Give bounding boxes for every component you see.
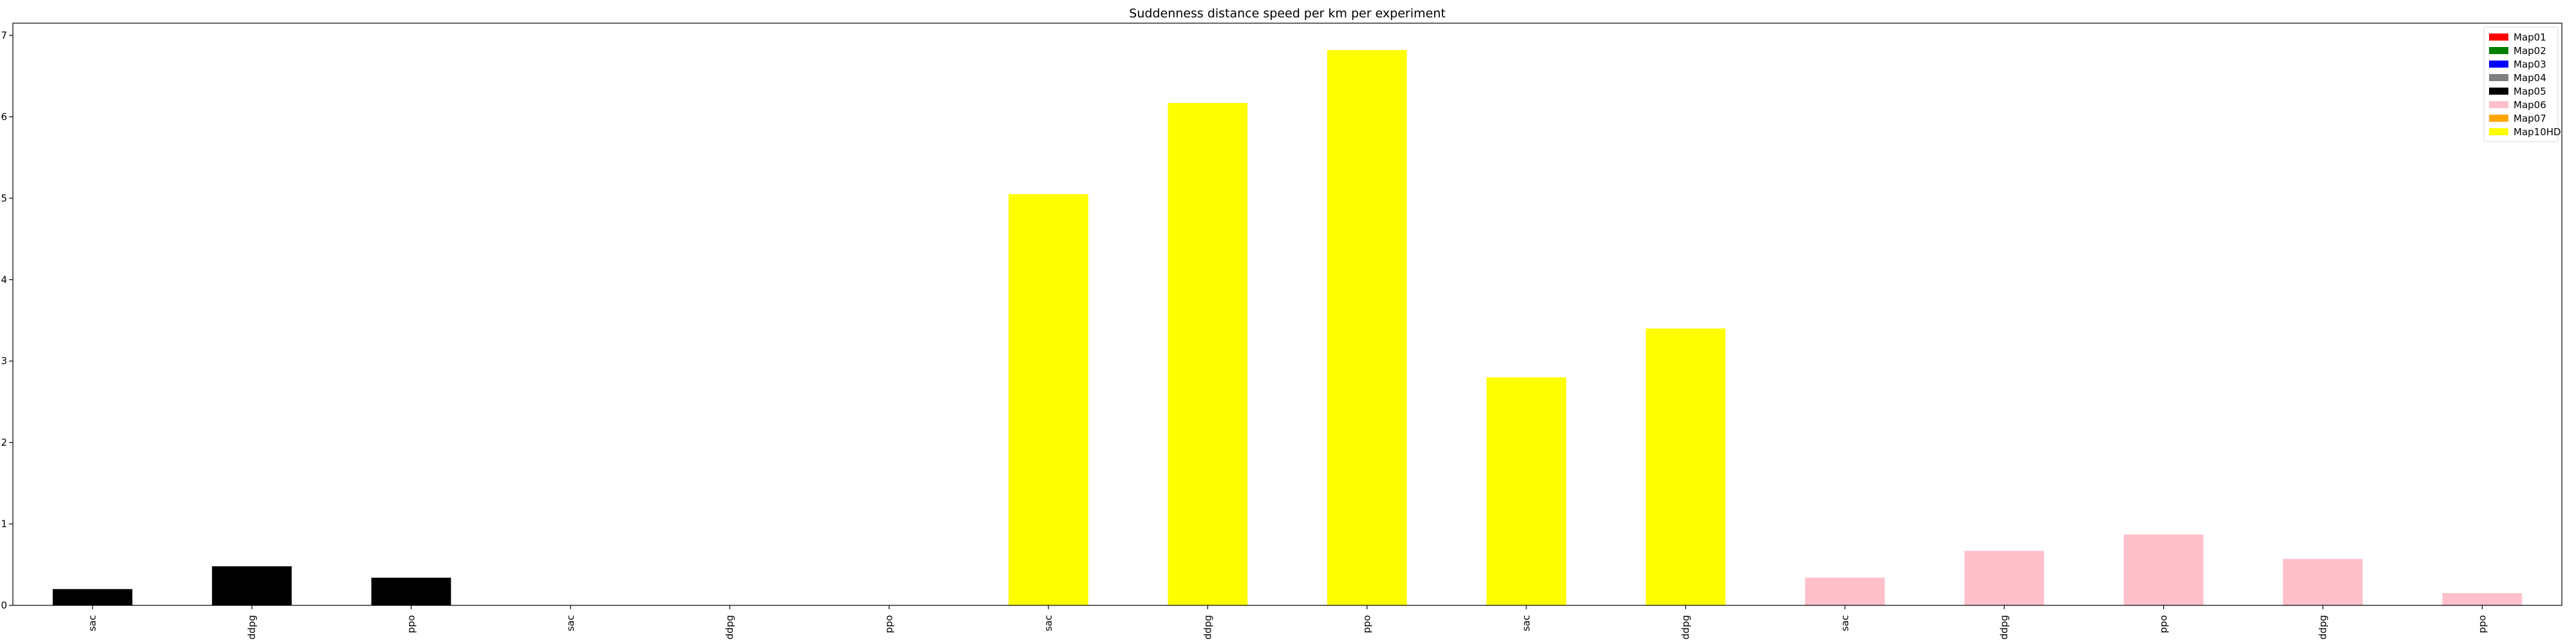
y-tick-label-7: 7: [1, 30, 7, 41]
bar-sac-9: [1486, 377, 1566, 605]
y-tick-label-6: 6: [1, 111, 7, 122]
x-tick-label-ddpg-7: ddpg: [1202, 615, 1213, 639]
legend-swatch-Map03: [2489, 61, 2508, 68]
legend-box: [2483, 26, 2559, 142]
legend-label-Map04: Map04: [2514, 72, 2546, 84]
x-tick-label-sac-0: sac: [87, 615, 99, 631]
bar-ddpg-14: [2283, 558, 2363, 605]
bar-ddpg-1: [212, 566, 292, 605]
x-tick-label-ddpg-14: ddpg: [2317, 615, 2329, 639]
x-tick-label-ppo-15: ppo: [2476, 615, 2488, 633]
x-tick-label-sac-6: sac: [1043, 615, 1054, 631]
bar-sac-0: [52, 589, 133, 605]
bar-sac-6: [1009, 194, 1088, 605]
legend-swatch-Map06: [2489, 101, 2508, 108]
x-tick-label-ppo-5: ppo: [884, 615, 895, 633]
y-tick-label-2: 2: [1, 437, 7, 448]
x-tick-label-sac-11: sac: [1839, 615, 1851, 631]
bar-ppo-15: [2442, 593, 2523, 605]
legend-swatch-Map07: [2489, 115, 2508, 122]
legend-swatch-Map05: [2489, 88, 2508, 95]
bars-layer: [52, 50, 2523, 605]
bar-sac-11: [1804, 578, 1885, 605]
x-tick-label-ddpg-10: ddpg: [1680, 615, 1691, 639]
x-tick-label-ddpg-12: ddpg: [1998, 615, 2010, 639]
legend-swatch-Map10HD: [2489, 128, 2508, 135]
legend-label-Map07: Map07: [2514, 113, 2546, 124]
legend: Map01 Map02 Map03 Map04 Map05 Map06 Map07 Map10…: [2483, 26, 2561, 142]
y-axis: 0 1 2 3 4 5 6 7: [1, 30, 13, 611]
y-tick-label-3: 3: [1, 355, 7, 367]
x-tick-label-ppo-2: ppo: [405, 615, 417, 633]
x-tick-label-sac-3: sac: [565, 615, 576, 631]
x-tick-label-ddpg-1: ddpg: [246, 615, 258, 639]
legend-label-Map02: Map02: [2514, 45, 2546, 57]
legend-label-Map05: Map05: [2514, 86, 2546, 97]
y-tick-label-0: 0: [1, 600, 7, 611]
x-tick-label-ddpg-4: ddpg: [724, 615, 735, 639]
bar-ppo-8: [1327, 50, 1407, 605]
x-tick-label-ppo-8: ppo: [1361, 615, 1373, 633]
legend-label-Map03: Map03: [2514, 59, 2546, 70]
x-axis: sac ddpg ppo sac ddpg ppo sac ddpg ppo sac ddpg sac…: [87, 605, 2488, 639]
y-tick-label-4: 4: [1, 274, 7, 285]
bar-ppo-2: [371, 578, 451, 605]
chart-title: Suddenness distance speed per km per exp…: [1129, 6, 1445, 21]
bar-ddpg-12: [1964, 551, 2045, 605]
legend-swatch-Map02: [2489, 47, 2508, 54]
bar-ddpg-10: [1645, 328, 1726, 605]
plot-frame: [12, 23, 2562, 606]
legend-label-Map10HD: Map10HD: [2514, 126, 2561, 138]
x-tick-label-sac-9: sac: [1520, 615, 1532, 631]
y-tick-label-5: 5: [1, 193, 7, 204]
bar-ddpg-7: [1168, 102, 1248, 605]
legend-label-Map06: Map06: [2514, 99, 2546, 111]
bar-ppo-13: [2123, 535, 2204, 605]
x-tick-label-ppo-13: ppo: [2158, 615, 2170, 633]
y-tick-label-1: 1: [1, 518, 7, 530]
legend-swatch-Map01: [2489, 33, 2508, 41]
legend-label-Map01: Map01: [2514, 32, 2546, 43]
legend-swatch-Map04: [2489, 74, 2508, 81]
